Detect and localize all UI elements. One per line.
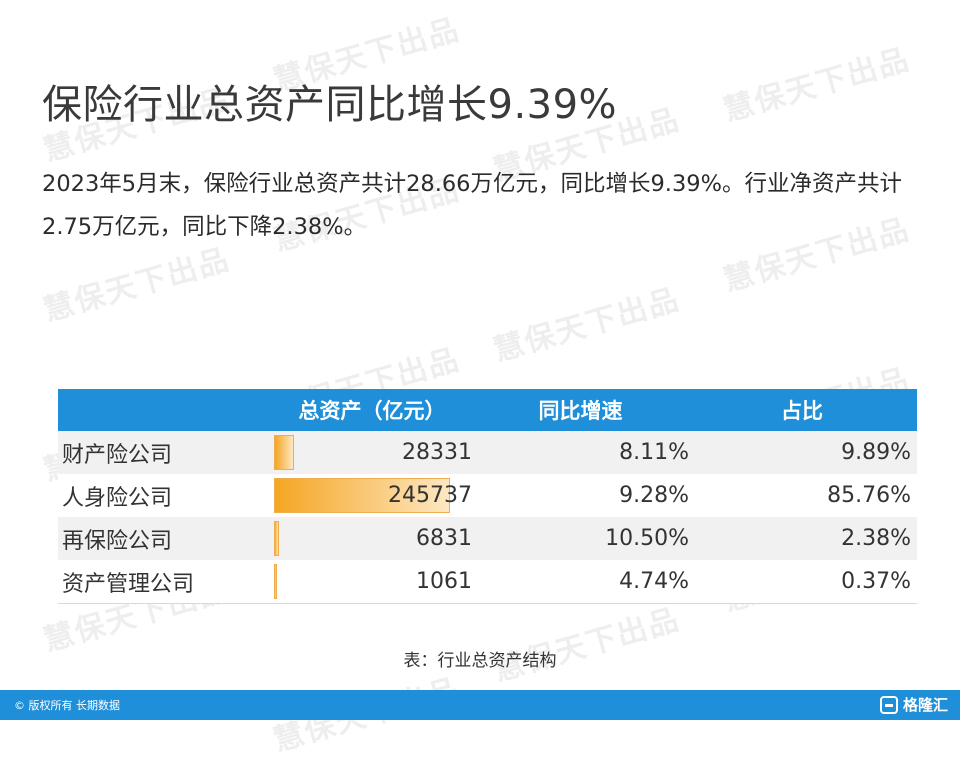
row-growth: 9.28% [472, 474, 693, 517]
total-assets-bar [274, 478, 450, 513]
row-total: 6831 [416, 526, 472, 551]
total-assets-bar [274, 564, 277, 599]
table-header-row: 总资产（亿元） 同比增速 占比 [58, 389, 917, 431]
row-name: 再保险公司 [58, 517, 272, 560]
row-total-cell: 6831 [272, 517, 472, 560]
table-row: 再保险公司 6831 10.50% 2.38% [58, 517, 917, 560]
row-total: 28331 [402, 440, 472, 465]
header-yoy-growth: 同比增速 [472, 389, 693, 431]
total-assets-bar [274, 435, 294, 470]
table-row: 资产管理公司 1061 4.74% 0.37% [58, 560, 917, 604]
row-name: 资产管理公司 [58, 560, 272, 604]
table-caption: 表：行业总资产结构 [403, 651, 557, 671]
row-name: 财产险公司 [58, 431, 272, 474]
asset-structure-table: 总资产（亿元） 同比增速 占比 财产险公司 28331 8.11% 9.89% … [58, 389, 917, 604]
row-growth: 10.50% [472, 517, 693, 560]
total-assets-bar [274, 521, 279, 556]
row-total: 1061 [416, 569, 472, 594]
watermark-text: 慧保天下出品 [489, 282, 685, 369]
footer-bar: © 版权所有 长期数据 格隆汇 [0, 690, 960, 720]
row-share: 0.37% [693, 560, 917, 604]
brand-logo: 格隆汇 [879, 694, 948, 715]
watermark-text: 慧保天下出品 [719, 42, 915, 129]
row-total-cell: 28331 [272, 431, 472, 474]
row-growth: 4.74% [472, 560, 693, 604]
logo-icon [879, 695, 898, 714]
watermark-text: 慧保天下出品 [489, 602, 685, 689]
table-row: 人身险公司 245737 9.28% 85.76% [58, 474, 917, 517]
table-row: 财产险公司 28331 8.11% 9.89% [58, 431, 917, 474]
header-name [58, 389, 272, 431]
logo-text: 格隆汇 [902, 696, 948, 714]
row-share: 85.76% [693, 474, 917, 517]
row-share: 2.38% [693, 517, 917, 560]
row-total-cell: 245737 [272, 474, 472, 517]
header-share: 占比 [693, 389, 917, 431]
row-total: 245737 [388, 483, 472, 508]
row-growth: 8.11% [472, 431, 693, 474]
copyright-text: © 版权所有 长期数据 [14, 699, 120, 712]
summary-paragraph: 2023年5月末，保险行业总资产共计28.66万亿元，同比增长9.39%。行业净… [42, 171, 902, 240]
page-title: 保险行业总资产同比增长9.39% [42, 82, 618, 128]
row-name: 人身险公司 [58, 474, 272, 517]
row-share: 9.89% [693, 431, 917, 474]
row-total-cell: 1061 [272, 560, 472, 604]
header-total-assets: 总资产（亿元） [272, 389, 472, 431]
